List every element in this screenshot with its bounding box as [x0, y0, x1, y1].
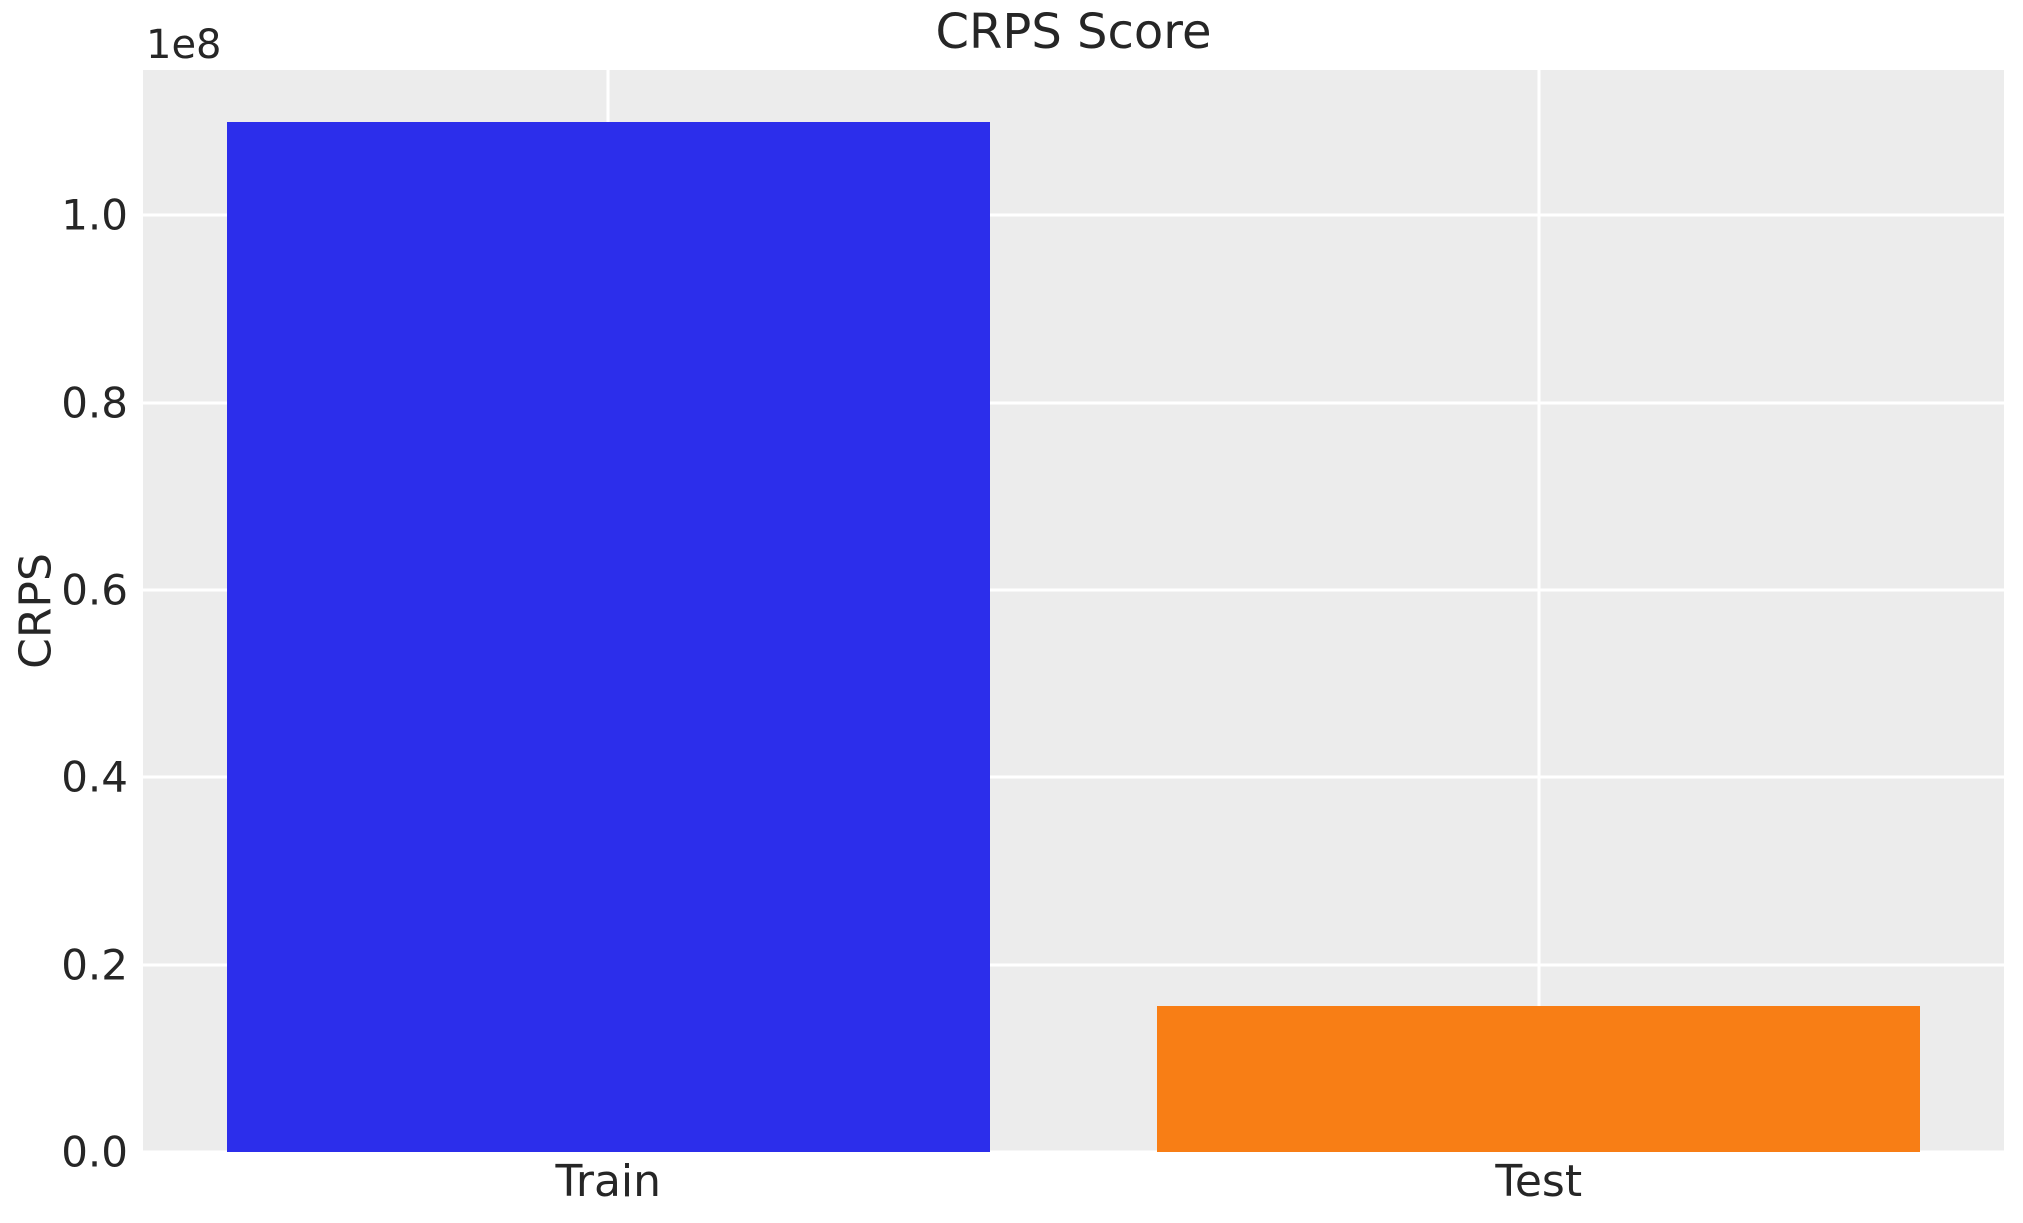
- y-axis-label: CRPS: [10, 553, 62, 669]
- y-gridline: [143, 775, 2004, 779]
- x-tick-label: Test: [1495, 1156, 1583, 1207]
- y-tick-label: 0.0: [61, 1127, 128, 1177]
- y-tick-label: 1.0: [61, 190, 128, 240]
- y-tick-label: 0.8: [61, 378, 128, 428]
- y-gridline: [143, 213, 2004, 217]
- bar-train: [226, 121, 990, 1152]
- chart-title: CRPS Score: [935, 4, 1212, 60]
- plot-area: [143, 70, 2004, 1154]
- y-gridline: [143, 963, 2004, 967]
- y-gridline: [143, 1150, 2004, 1154]
- x-tick-label: Train: [555, 1156, 662, 1207]
- y-tick-label: 0.6: [61, 565, 128, 615]
- y-gridline: [143, 588, 2004, 592]
- y-tick-label: 0.2: [61, 940, 128, 990]
- y-gridline: [143, 401, 2004, 405]
- y-axis-offset-label: 1e8: [146, 22, 222, 68]
- x-gridline: [1537, 70, 1541, 1152]
- y-tick-label: 0.4: [61, 752, 128, 802]
- bar-test: [1157, 1005, 1921, 1152]
